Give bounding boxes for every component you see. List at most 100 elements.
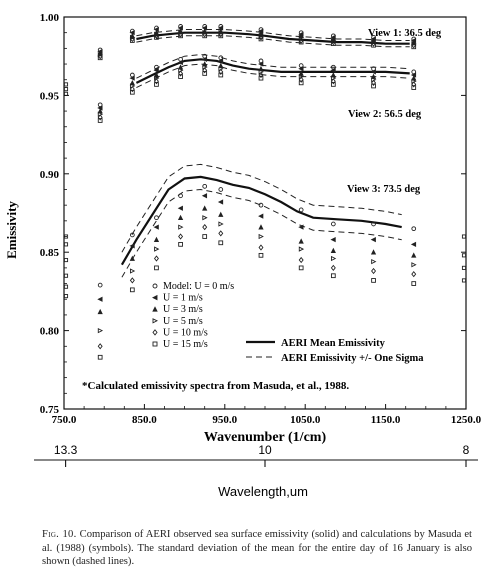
model-point [178,224,184,230]
model-point [97,114,103,121]
model-point [178,233,184,240]
model-point [298,256,304,264]
model-point [202,205,208,211]
model-point [218,187,224,192]
edge-marker-left [64,284,69,289]
model-point [298,246,305,252]
model-point [153,236,160,243]
wavelength-tick-label: 8 [463,443,470,457]
edge-marker-left [64,242,69,247]
model-point [330,67,336,73]
model-point [298,238,304,244]
model-point [201,193,208,199]
model-point [371,40,377,47]
edge-marker-right [461,278,466,283]
view-1-sigma-lower-line [136,35,410,48]
legend-label: U = 1 m/s [163,293,203,304]
y-axis: 0.75 0.80 0.85 0.90 0.95 1.00 [40,12,466,416]
model-point [218,211,224,217]
figure-caption: Fig. 10. Comparison of AERI observed sea… [42,528,472,569]
model-point [178,193,183,199]
model-point [97,296,103,302]
model-point [371,278,376,283]
view-3-sigma-upper-line [121,163,402,253]
model-point [202,71,208,76]
wavelength-tick-label: 13.3 [54,443,78,457]
model-point [330,78,336,85]
model-point [217,199,224,205]
model-point [411,42,417,49]
model-point [153,67,159,73]
view-3-label: View 3: 73.5 deg [347,184,421,195]
model-point [202,234,208,239]
plot-border [63,16,467,410]
model-point [97,327,104,334]
edge-marker-left [64,257,69,263]
x-tick-label: 1050.0 [290,414,321,426]
model-point [411,262,417,268]
model-point [129,243,135,249]
legend-symbol [152,329,158,336]
model-point [153,78,159,85]
model-point [97,282,103,288]
model-point [298,207,304,213]
edge-marker-right [461,234,466,239]
legend-label: U = 5 m/s [163,316,203,327]
model-point [218,240,224,246]
model-point [129,75,135,81]
figure-number: Fig. 10. [42,529,77,540]
view-1-label: View 1: 36.5 deg [368,28,442,39]
edge-marker-left [64,294,69,299]
legend-label: U = 15 m/s [163,339,208,350]
model-point [411,252,417,258]
model-point [411,85,417,90]
model-point [258,36,264,42]
model-point [371,267,377,275]
view-3-sigma-lower-line [121,188,402,278]
model-point [218,31,224,38]
model-point [129,287,135,293]
edge-marker-left [64,273,69,278]
model-point [97,343,103,350]
model-point [202,215,208,221]
legend-symbol [152,318,159,324]
model-point [177,59,183,66]
model-point [154,246,160,252]
model-point [370,69,376,75]
model-point [371,258,377,265]
legend-symbol [152,341,158,347]
model-point [202,223,208,231]
model-point [298,39,304,45]
x-tick-label: 1150.0 [371,414,401,426]
x-axis: 750.0 850.0 950.0 1050.0 1150.0 1250.0 [52,404,482,426]
legend-label: Model: U = 0 m/s [163,281,234,292]
model-point [258,224,264,230]
model-point [258,244,264,251]
model-point [153,255,159,262]
legend-label: U = 10 m/s [163,327,208,338]
y-tick-label: 0.85 [40,247,60,259]
model-point [178,70,184,77]
y-tick-label: 0.90 [40,169,60,181]
model-point [129,255,135,261]
model-point [97,55,103,61]
model-point [330,273,336,279]
x-tick-label: 850.0 [132,414,157,426]
model-point [370,249,377,255]
model-point [129,89,135,95]
view-2-sigma-upper-line [136,54,410,79]
model-point [129,35,135,43]
model-point [218,68,224,76]
model-point [411,81,417,88]
y-tick-label: 0.75 [40,404,60,416]
model-point [298,80,304,86]
model-point [202,183,208,189]
x-axis-label: Wavenumber (1/cm) [204,430,327,445]
view-1-sigma-upper-line [136,29,410,41]
chart-note: *Calculated emissivity spectra from Masu… [82,380,349,392]
model-point [330,255,337,262]
model-point [154,265,159,271]
model-point [258,213,264,219]
model-point [178,74,183,79]
